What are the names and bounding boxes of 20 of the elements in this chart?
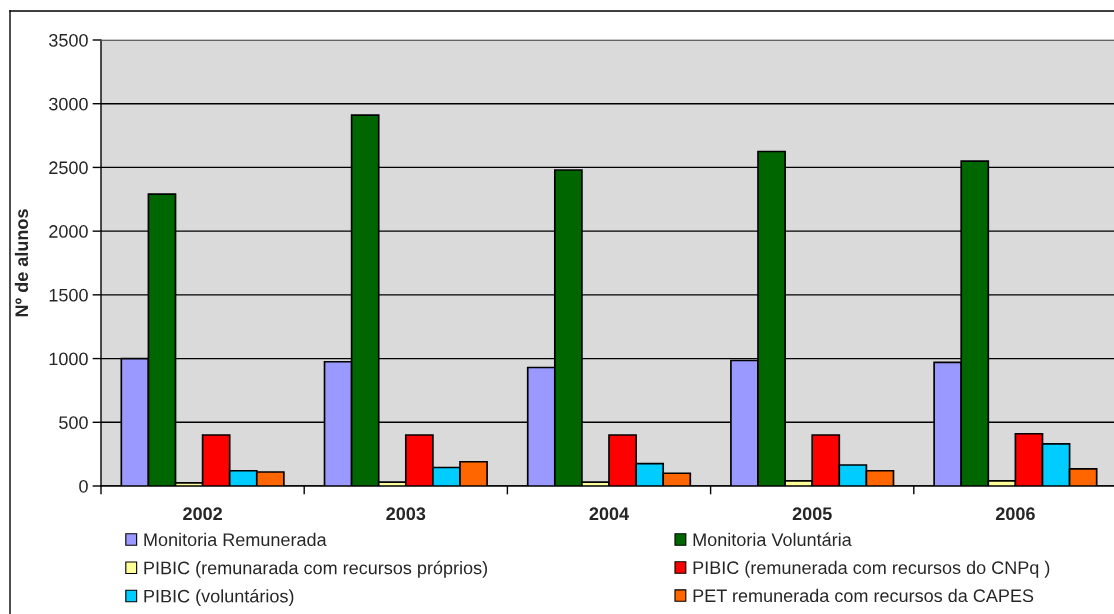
y-tick-label: 0: [79, 479, 88, 493]
legend-label: Monitoria Voluntária: [693, 532, 852, 547]
legend-label: PIBIC (remunarada com recursos próprios): [144, 560, 488, 578]
x-tick-label: 2006: [995, 507, 1035, 521]
legend-label: PIBIC (voluntários): [144, 589, 294, 607]
legend-label: PET remunerada com recursos da CAPES: [693, 588, 1034, 603]
y-tick-label: 2500: [49, 161, 88, 175]
y-axis-title: Nº de alunos: [14, 209, 29, 317]
y-tick-label: 1000: [49, 352, 88, 366]
y-tick-label: 3500: [49, 33, 88, 47]
legend-label: PIBIC (remunerada com recursos do CNPq ): [693, 560, 1050, 578]
y-tick-label: 3000: [49, 97, 88, 111]
y-tick-label: 500: [59, 416, 88, 430]
legend-label: Monitoria Remunerada: [144, 532, 327, 547]
x-tick-label: 2002: [183, 507, 222, 521]
y-tick-label: 1500: [49, 288, 88, 302]
x-tick-label: 2003: [386, 507, 426, 521]
x-tick-label: 2004: [589, 507, 629, 521]
y-tick-label: 2000: [49, 225, 88, 238]
x-tick-label: 2005: [792, 507, 832, 521]
